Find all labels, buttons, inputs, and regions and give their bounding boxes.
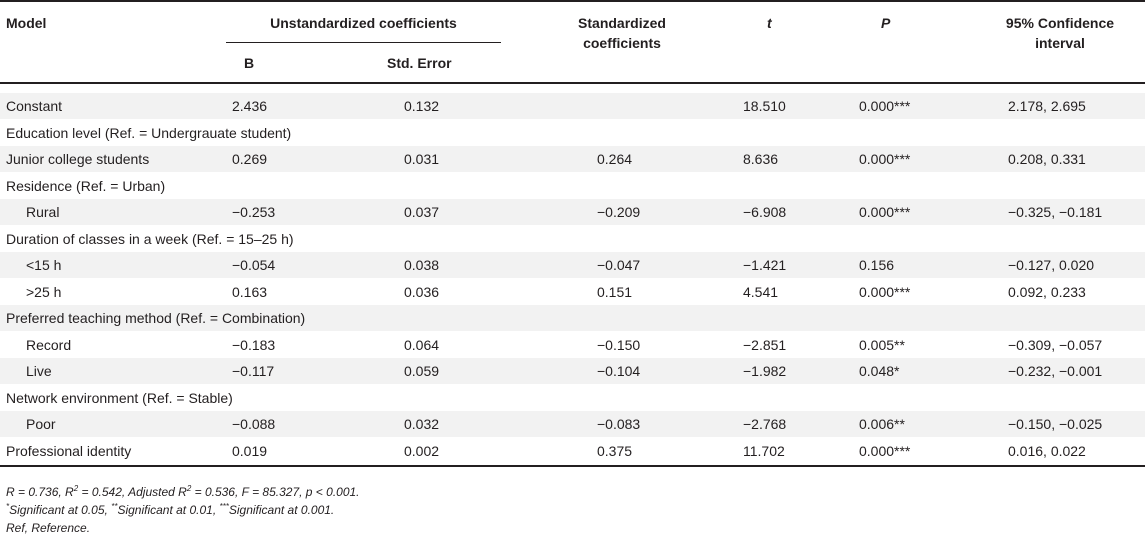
- table-row: Professional identity 0.019 0.002 0.375 11.7…: [0, 438, 1145, 464]
- table-group-row: Residence (Ref. = Urban): [0, 173, 1145, 199]
- table-row: Constant 2.436 0.132 18.510 0.000*** 2.178, 2…: [0, 93, 1145, 119]
- row-label: Constant: [6, 98, 63, 114]
- bottom-rule: [0, 465, 1145, 467]
- cell-ci: 0.208, 0.331: [1008, 151, 1086, 167]
- cell-ci: −0.232, −0.001: [1008, 363, 1103, 379]
- cell-p: 0.005**: [859, 336, 905, 353]
- cell-p: 0.000***: [859, 442, 911, 459]
- cell-ci: −0.127, 0.020: [1008, 257, 1095, 273]
- footnote-reference: Ref, Reference.: [6, 521, 91, 535]
- row-label: Poor: [26, 416, 56, 432]
- table-row: >25 h 0.163 0.036 0.151 4.541 0.000*** 0.092, …: [0, 279, 1145, 305]
- table-row: Live −0.117 0.059 −0.104 −1.982 0.048* −0.232,…: [0, 358, 1145, 384]
- cell-t: 18.510: [743, 98, 786, 114]
- cell-se: 0.037: [404, 204, 440, 220]
- cell-t: −2.768: [743, 416, 787, 432]
- cell-std: 0.151: [597, 283, 633, 300]
- table-row: Junior college students 0.269 0.031 0.264 8.…: [0, 146, 1145, 172]
- cell-p: 0.156: [859, 257, 895, 273]
- header-standardized-1: Standardized: [578, 15, 666, 31]
- footnote-significance: *Significant at 0.05, **Significant at 0…: [6, 502, 335, 518]
- table-row: Rural −0.253 0.037 −0.209 −6.908 0.000*** −0.3…: [0, 199, 1145, 225]
- cell-p: 0.000***: [859, 151, 911, 167]
- header-ci-1: 95% Confidence: [1005, 15, 1115, 31]
- cell-t: −1.421: [743, 257, 787, 273]
- header-std-error: Std. Error: [387, 55, 452, 71]
- cell-p: 0.048*: [859, 363, 900, 379]
- cell-t: −6.908: [743, 204, 787, 220]
- cell-b: −0.183: [232, 336, 276, 353]
- header-b: B: [244, 55, 255, 71]
- row-label: Preferred teaching method (Ref. = Combin…: [6, 310, 306, 326]
- row-label: Rural: [26, 204, 60, 220]
- header-unstandardized: Unstandardized coefficients: [270, 15, 457, 31]
- header-p: P: [881, 15, 891, 31]
- cell-se: 0.036: [404, 283, 440, 300]
- cell-ci: 0.016, 0.022: [1008, 442, 1086, 459]
- row-label: Education level (Ref. = Undergrauate stu…: [6, 124, 292, 141]
- table-row: Record −0.183 0.064 −0.150 −2.851 0.005** −0.3…: [0, 332, 1145, 358]
- table-group-row: Education level (Ref. = Undergrauate stu…: [0, 120, 1145, 146]
- cell-b: −0.253: [232, 204, 276, 220]
- cell-ci: 2.178, 2.695: [1008, 98, 1086, 114]
- cell-p: 0.000***: [859, 204, 911, 220]
- cell-se: 0.031: [404, 151, 440, 167]
- row-label: >25 h: [26, 283, 62, 300]
- row-label: Network environment (Ref. = Stable): [6, 389, 233, 406]
- cell-t: 4.541: [743, 283, 779, 300]
- footnote-statistics: R = 0.736, R2 = 0.542, Adjusted R2 = 0.5…: [6, 484, 360, 500]
- cell-b: 2.436: [232, 98, 268, 114]
- header-subrule: [226, 42, 501, 43]
- cell-std: −0.150: [597, 336, 641, 353]
- cell-b: 0.269: [232, 151, 268, 167]
- row-label: Junior college students: [6, 151, 150, 167]
- cell-t: −1.982: [743, 363, 787, 379]
- top-rule: [0, 0, 1145, 2]
- cell-b: −0.054: [232, 257, 276, 273]
- cell-ci: −0.150, −0.025: [1008, 416, 1103, 432]
- cell-ci: −0.325, −0.181: [1008, 204, 1103, 220]
- cell-se: 0.032: [404, 416, 440, 432]
- cell-p: 0.006**: [859, 416, 905, 432]
- row-label: Professional identity: [6, 442, 132, 459]
- row-label: Residence (Ref. = Urban): [6, 177, 166, 194]
- cell-std: −0.104: [597, 363, 641, 379]
- table-group-row: Network environment (Ref. = Stable): [0, 385, 1145, 411]
- table-group-row: Preferred teaching method (Ref. = Combin…: [0, 305, 1145, 331]
- row-label: Record: [26, 336, 72, 353]
- cell-se: 0.038: [404, 257, 440, 273]
- cell-se: 0.132: [404, 98, 440, 114]
- cell-t: 8.636: [743, 151, 779, 167]
- cell-ci: 0.092, 0.233: [1008, 283, 1086, 300]
- cell-t: 11.702: [743, 442, 785, 459]
- header-standardized-2: coefficients: [583, 35, 661, 51]
- cell-std: 0.375: [597, 442, 633, 459]
- row-label: Duration of classes in a week (Ref. = 15…: [6, 230, 294, 247]
- cell-se: 0.064: [404, 336, 440, 353]
- table-row: Poor −0.088 0.032 −0.083 −2.768 0.006** −0.150…: [0, 411, 1145, 437]
- cell-se: 0.059: [404, 363, 440, 379]
- header-rule: [0, 82, 1145, 84]
- cell-t: −2.851: [743, 336, 787, 353]
- cell-ci: −0.309, −0.057: [1008, 336, 1103, 353]
- cell-std: 0.264: [597, 151, 633, 167]
- header-ci-2: interval: [1035, 35, 1085, 51]
- cell-p: 0.000***: [859, 98, 911, 114]
- row-label: Live: [26, 363, 52, 379]
- cell-std: −0.209: [597, 204, 641, 220]
- cell-p: 0.000***: [859, 283, 911, 300]
- cell-std: −0.083: [597, 416, 641, 432]
- cell-b: 0.163: [232, 283, 268, 300]
- header-t: t: [767, 15, 772, 31]
- cell-b: 0.019: [232, 442, 268, 459]
- table-row: <15 h −0.054 0.038 −0.047 −1.421 0.156 −0.127,…: [0, 252, 1145, 278]
- table-group-row: Duration of classes in a week (Ref. = 15…: [0, 226, 1145, 252]
- cell-b: −0.088: [232, 416, 276, 432]
- cell-std: −0.047: [597, 257, 641, 273]
- row-label: <15 h: [26, 257, 62, 273]
- header-model: Model: [6, 15, 47, 31]
- cell-b: −0.117: [232, 363, 275, 379]
- cell-se: 0.002: [404, 442, 440, 459]
